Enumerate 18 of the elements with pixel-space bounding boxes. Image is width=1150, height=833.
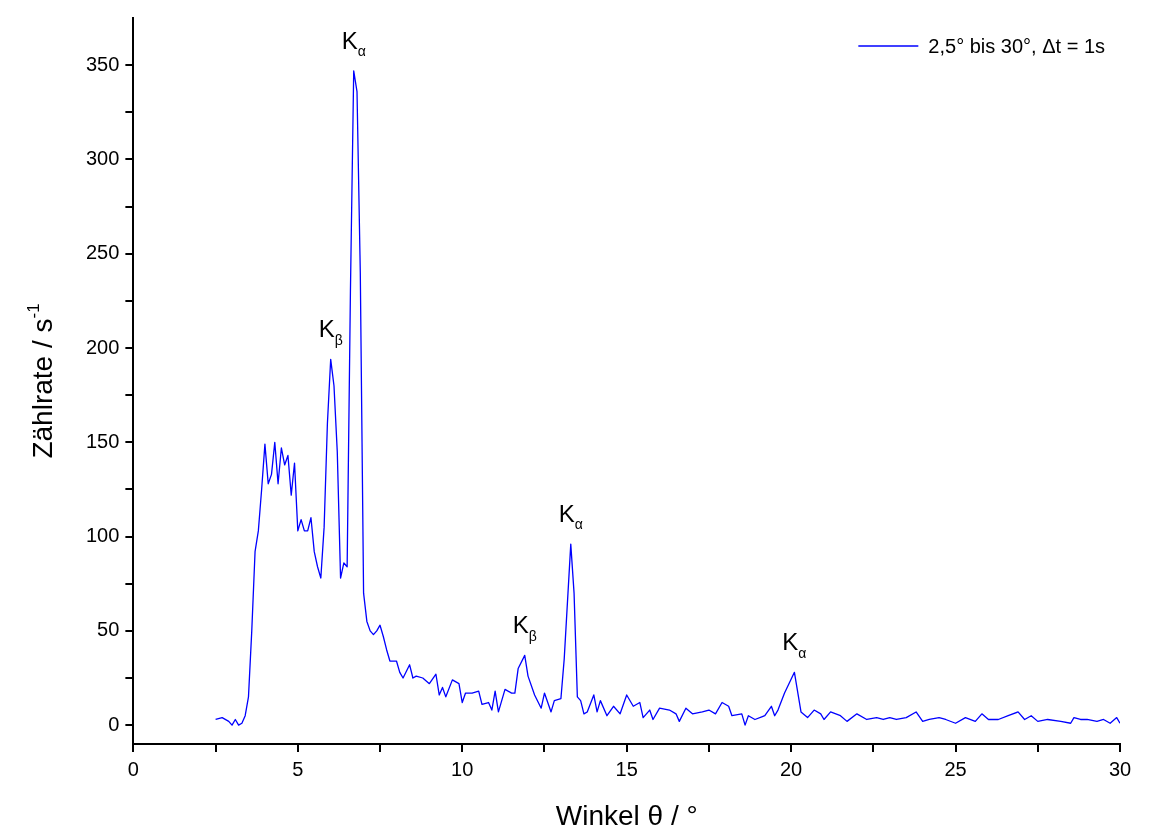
y-tick-label: 0 xyxy=(108,712,120,735)
legend-label: 2,5° bis 30°, Δt = 1s xyxy=(928,35,1105,57)
y-tick-label: 200 xyxy=(85,335,120,358)
x-tick-label: 0 xyxy=(127,757,139,780)
x-tick-label: 20 xyxy=(780,757,803,780)
y-tick-label: 250 xyxy=(85,241,120,264)
x-tick-label: 25 xyxy=(944,757,967,780)
y-tick-label: 300 xyxy=(85,146,120,169)
x-tick-label: 30 xyxy=(1108,757,1132,780)
y-tick-label: 50 xyxy=(97,618,120,641)
x-tick-label: 15 xyxy=(615,757,638,780)
y-tick-label: 150 xyxy=(85,429,120,452)
x-axis-title: Winkel θ / ° xyxy=(555,800,698,831)
x-tick-label: 5 xyxy=(292,757,304,780)
x-tick-label: 10 xyxy=(451,757,474,780)
y-axis-title: Zählrate / s-1 xyxy=(24,303,58,459)
y-tick-label: 100 xyxy=(85,524,120,547)
y-tick-label: 350 xyxy=(85,52,120,75)
